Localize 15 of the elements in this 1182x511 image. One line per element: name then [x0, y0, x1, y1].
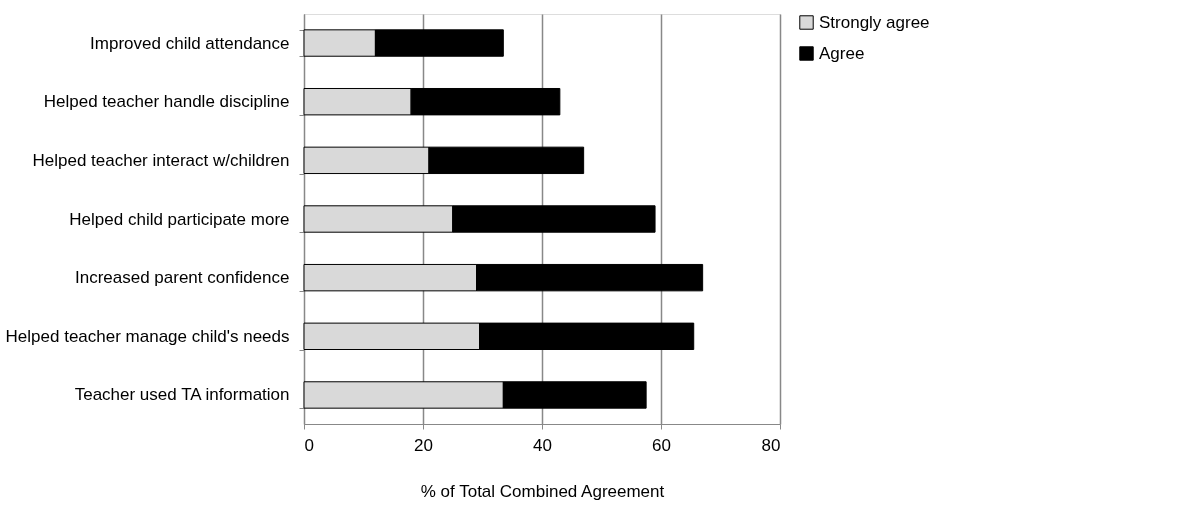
legend-label: Agree	[819, 43, 865, 63]
legend-label: Strongly agree	[819, 12, 930, 32]
y-tick-label: Increased parent confidence	[74, 268, 290, 288]
y-tick-label: Helped child participate more	[69, 209, 290, 229]
y-tick-label: Helped teacher manage child's needs	[5, 326, 290, 346]
x-tick-label: 60	[652, 435, 671, 455]
x-tick-label: 20	[414, 435, 433, 455]
y-tick-label: Improved child attendance	[90, 33, 290, 53]
y-tick-label: Helped teacher interact w/children	[32, 150, 290, 170]
x-tick-label: 40	[533, 435, 552, 455]
x-axis-title: % of Total Combined Agreement	[420, 481, 665, 501]
x-tick-label: 0	[304, 435, 314, 455]
y-tick-label: Helped teacher handle discipline	[43, 92, 290, 112]
x-tick-label: 80	[761, 435, 781, 455]
y-tick-label: Teacher used TA information	[74, 385, 290, 405]
